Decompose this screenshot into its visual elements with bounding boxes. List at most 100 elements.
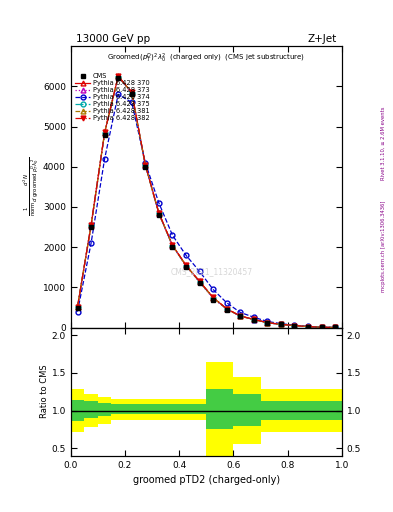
Pythia 6.428 374 bbox=[102, 156, 107, 162]
Pythia 6.428 370 bbox=[170, 242, 175, 248]
Pythia 6.428 370 bbox=[143, 162, 148, 168]
Pythia 6.428 373 bbox=[292, 323, 297, 329]
Pythia 6.428 370 bbox=[224, 306, 229, 312]
CMS bbox=[75, 305, 80, 311]
Pythia 6.428 370 bbox=[279, 322, 283, 328]
Pythia 6.428 373 bbox=[252, 316, 256, 323]
Pythia 6.428 381 bbox=[102, 130, 107, 136]
Pythia 6.428 375 bbox=[252, 316, 256, 323]
Pythia 6.428 374 bbox=[89, 240, 94, 246]
Pythia 6.428 375 bbox=[170, 243, 175, 249]
CMS bbox=[252, 316, 256, 323]
Line: Pythia 6.428 370: Pythia 6.428 370 bbox=[75, 74, 338, 330]
Pythia 6.428 381 bbox=[143, 162, 148, 168]
Pythia 6.428 382 bbox=[224, 306, 229, 312]
CMS bbox=[89, 224, 94, 230]
Pythia 6.428 381 bbox=[279, 322, 283, 328]
Pythia 6.428 373 bbox=[319, 324, 324, 330]
Pythia 6.428 370 bbox=[238, 313, 242, 319]
Pythia 6.428 381 bbox=[184, 263, 188, 269]
Pythia 6.428 382 bbox=[238, 313, 242, 319]
CMS bbox=[143, 164, 148, 170]
Pythia 6.428 370 bbox=[292, 323, 297, 329]
Pythia 6.428 374 bbox=[184, 252, 188, 259]
Pythia 6.428 374 bbox=[279, 321, 283, 327]
Pythia 6.428 374 bbox=[224, 300, 229, 306]
CMS bbox=[184, 264, 188, 270]
Pythia 6.428 382 bbox=[197, 278, 202, 284]
Text: Z+Jet: Z+Jet bbox=[307, 34, 336, 44]
Pythia 6.428 374 bbox=[170, 232, 175, 238]
Pythia 6.428 375 bbox=[89, 222, 94, 228]
CMS bbox=[129, 91, 134, 97]
Pythia 6.428 373 bbox=[184, 263, 188, 269]
CMS bbox=[306, 324, 310, 330]
CMS bbox=[116, 75, 121, 81]
Text: Groomed$(p_T^D)^2\lambda_0^2$  (charged only)  (CMS jet substructure): Groomed$(p_T^D)^2\lambda_0^2$ (charged o… bbox=[107, 52, 305, 65]
Pythia 6.428 374 bbox=[129, 99, 134, 105]
Pythia 6.428 370 bbox=[333, 325, 338, 331]
Line: Pythia 6.428 381: Pythia 6.428 381 bbox=[75, 74, 338, 330]
Pythia 6.428 381 bbox=[224, 306, 229, 312]
Pythia 6.428 381 bbox=[306, 324, 310, 330]
Pythia 6.428 381 bbox=[89, 222, 94, 228]
Y-axis label: $\frac{1}{\mathrm{norm}} \frac{d^2N}{d\,\mathrm{groomed}\,p_T^D \lambda_0^2}$: $\frac{1}{\mathrm{norm}} \frac{d^2N}{d\,… bbox=[22, 157, 42, 217]
Pythia 6.428 375 bbox=[224, 306, 229, 312]
Pythia 6.428 374 bbox=[319, 324, 324, 330]
Pythia 6.428 374 bbox=[156, 200, 161, 206]
Pythia 6.428 382 bbox=[306, 324, 310, 330]
Pythia 6.428 375 bbox=[333, 325, 338, 331]
Pythia 6.428 370 bbox=[252, 316, 256, 323]
Text: CMS_2021_11320457: CMS_2021_11320457 bbox=[171, 267, 253, 276]
Pythia 6.428 373 bbox=[224, 306, 229, 312]
Pythia 6.428 373 bbox=[143, 162, 148, 168]
CMS bbox=[265, 320, 270, 326]
Pythia 6.428 374 bbox=[292, 322, 297, 328]
Pythia 6.428 370 bbox=[89, 222, 94, 228]
CMS bbox=[102, 132, 107, 138]
Pythia 6.428 375 bbox=[156, 210, 161, 217]
Text: Rivet 3.1.10, ≥ 2.6M events: Rivet 3.1.10, ≥ 2.6M events bbox=[381, 106, 386, 180]
Pythia 6.428 382 bbox=[211, 294, 215, 301]
CMS bbox=[156, 212, 161, 218]
Pythia 6.428 373 bbox=[265, 319, 270, 326]
Pythia 6.428 375 bbox=[197, 279, 202, 285]
Line: CMS: CMS bbox=[75, 76, 338, 330]
Pythia 6.428 381 bbox=[156, 210, 161, 216]
Pythia 6.428 373 bbox=[333, 325, 338, 331]
CMS bbox=[224, 307, 229, 313]
Line: Pythia 6.428 375: Pythia 6.428 375 bbox=[75, 74, 338, 330]
Pythia 6.428 382 bbox=[143, 162, 148, 168]
Pythia 6.428 382 bbox=[116, 73, 121, 79]
Pythia 6.428 382 bbox=[184, 262, 188, 268]
Legend: CMS, Pythia 6.428 370, Pythia 6.428 373, Pythia 6.428 374, Pythia 6.428 375, Pyt: CMS, Pythia 6.428 370, Pythia 6.428 373,… bbox=[74, 72, 151, 122]
Pythia 6.428 382 bbox=[319, 324, 324, 330]
Pythia 6.428 370 bbox=[197, 279, 202, 285]
CMS bbox=[292, 323, 297, 329]
Pythia 6.428 373 bbox=[306, 324, 310, 330]
Pythia 6.428 375 bbox=[75, 304, 80, 310]
Pythia 6.428 374 bbox=[116, 91, 121, 97]
Pythia 6.428 375 bbox=[211, 295, 215, 301]
CMS bbox=[197, 281, 202, 287]
Pythia 6.428 374 bbox=[306, 324, 310, 330]
Pythia 6.428 375 bbox=[238, 313, 242, 319]
Pythia 6.428 370 bbox=[156, 210, 161, 216]
Pythia 6.428 382 bbox=[156, 210, 161, 216]
Pythia 6.428 382 bbox=[129, 89, 134, 95]
Pythia 6.428 370 bbox=[211, 294, 215, 301]
Pythia 6.428 375 bbox=[129, 90, 134, 96]
Pythia 6.428 370 bbox=[75, 304, 80, 310]
CMS bbox=[238, 313, 242, 319]
Pythia 6.428 373 bbox=[211, 295, 215, 302]
Line: Pythia 6.428 373: Pythia 6.428 373 bbox=[75, 75, 338, 330]
Pythia 6.428 381 bbox=[238, 313, 242, 319]
Pythia 6.428 373 bbox=[170, 243, 175, 249]
Pythia 6.428 381 bbox=[116, 73, 121, 79]
CMS bbox=[211, 296, 215, 303]
Pythia 6.428 375 bbox=[292, 323, 297, 329]
Pythia 6.428 381 bbox=[211, 295, 215, 301]
Pythia 6.428 374 bbox=[143, 160, 148, 166]
Pythia 6.428 382 bbox=[75, 304, 80, 310]
Pythia 6.428 375 bbox=[184, 263, 188, 269]
